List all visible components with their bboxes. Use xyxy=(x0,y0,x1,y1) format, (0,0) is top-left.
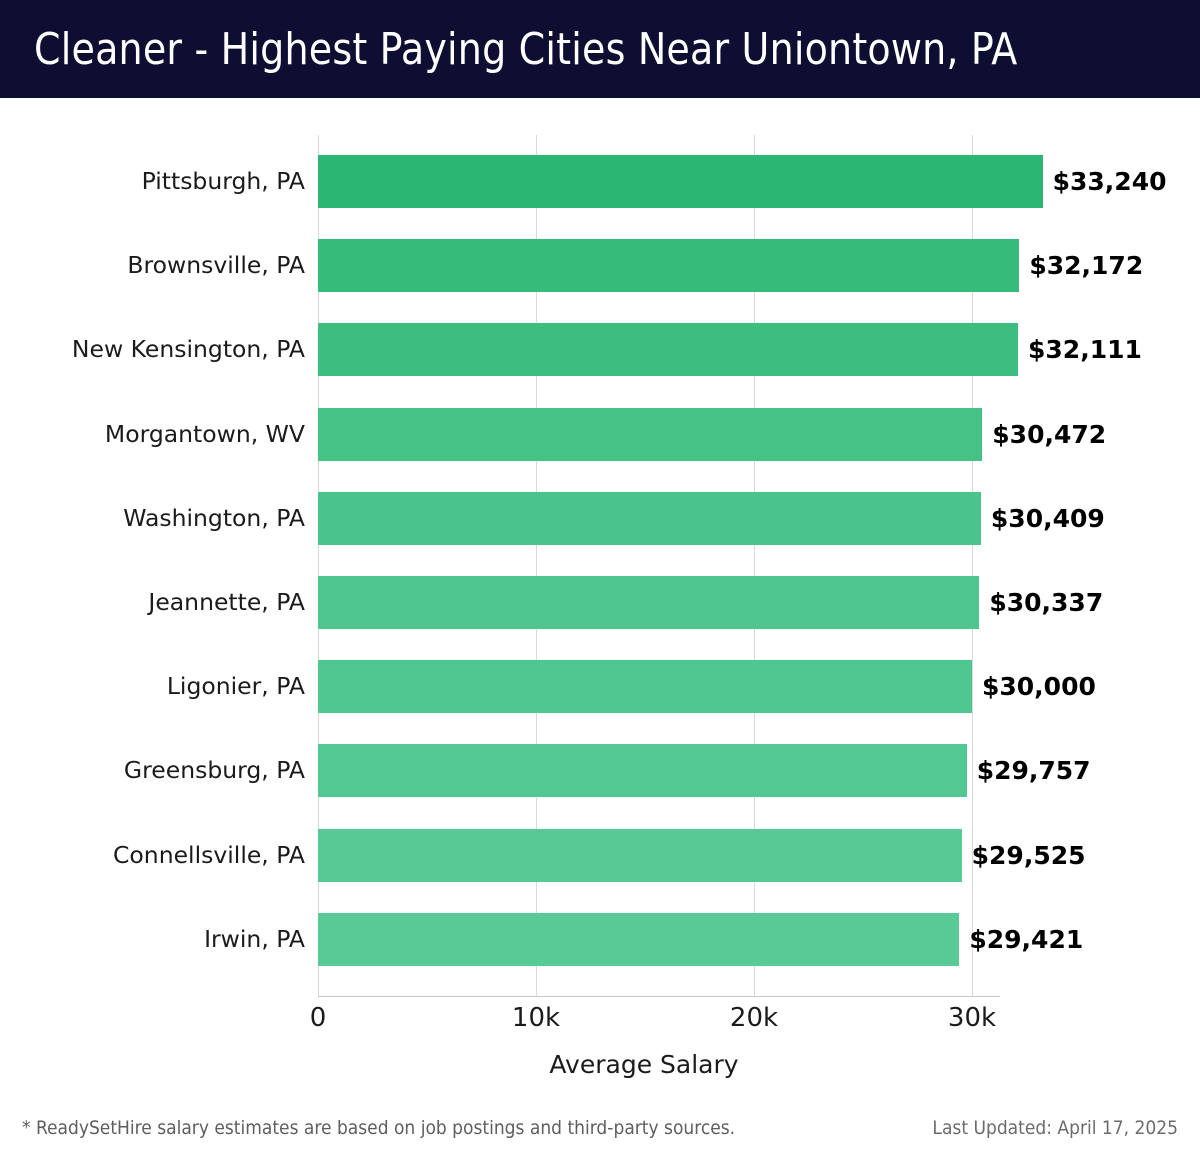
x-axis-title-label: Average Salary xyxy=(549,1050,739,1079)
bar-row: Greensburg, PA $29,757 xyxy=(0,744,1200,798)
category-label: Morgantown, WV xyxy=(104,419,305,448)
bar[interactable] xyxy=(318,912,960,966)
category-label: Connellsville, PA xyxy=(113,840,305,869)
x-tick-label: 30k xyxy=(947,1003,997,1033)
bar-value-label: $30,409 xyxy=(990,503,1105,533)
bar[interactable] xyxy=(318,491,981,545)
footer-disclaimer: * ReadySetHire salary estimates are base… xyxy=(22,1117,736,1139)
category-label: Ligonier, PA xyxy=(166,672,305,701)
bar-row: Brownsville, PA $32,172 xyxy=(0,239,1200,293)
bar-value-label: $32,172 xyxy=(1029,251,1144,281)
bar-value-label: $29,525 xyxy=(971,840,1086,870)
bar-value-label: $29,421 xyxy=(969,924,1084,954)
bar[interactable] xyxy=(318,407,983,461)
category-label: Greensburg, PA xyxy=(123,756,305,785)
bar[interactable] xyxy=(318,155,1043,208)
bar[interactable] xyxy=(318,828,962,882)
page-title: Cleaner - Highest Paying Cities Near Uni… xyxy=(34,23,1018,75)
x-axis-title: Average Salary xyxy=(0,1050,1200,1079)
x-tick-label: 10k xyxy=(511,1003,561,1033)
category-label: Irwin, PA xyxy=(204,924,305,953)
category-label: Brownsville, PA xyxy=(127,251,305,280)
category-label: Jeannette, PA xyxy=(148,588,305,616)
x-tick-label: 0 xyxy=(309,1003,327,1033)
bar-row: Washington, PA $30,409 xyxy=(0,491,1200,545)
bar-value-label: $32,111 xyxy=(1028,335,1142,365)
plot-area: Pittsburgh, PA $33,240 Brownsville, PA $32,… xyxy=(0,98,1200,1158)
bar-value-label: $33,240 xyxy=(1052,167,1167,196)
x-axis-line xyxy=(318,996,1000,997)
bar-row: Connellsville, PA $29,525 xyxy=(0,828,1200,882)
gridline-0 xyxy=(318,135,319,996)
category-label: Washington, PA xyxy=(123,503,305,532)
bar-row: New Kensington, PA $32,111 xyxy=(0,323,1200,377)
gridline-20k xyxy=(754,135,755,996)
bar-row: Irwin, PA $29,421 xyxy=(0,912,1200,966)
bar[interactable] xyxy=(318,239,1020,293)
bar-row: Jeannette, PA $30,337 xyxy=(0,576,1200,629)
bar[interactable] xyxy=(318,660,972,714)
bar-row: Pittsburgh, PA $33,240 xyxy=(0,155,1200,208)
chart-title-bar: Cleaner - Highest Paying Cities Near Uni… xyxy=(0,0,1200,98)
bar[interactable] xyxy=(318,744,967,798)
bar-value-label: $30,472 xyxy=(992,419,1107,449)
x-tick-label: 20k xyxy=(729,1003,779,1033)
gridline-10k xyxy=(536,135,537,996)
chart-canvas: Pittsburgh, PA $33,240 Brownsville, PA $32,… xyxy=(0,98,1200,1158)
bar-row: Morgantown, WV $30,472 xyxy=(0,407,1200,461)
footer-last-updated: Last Updated: April 17, 2025 xyxy=(932,1117,1178,1139)
bar-row: Ligonier, PA $30,000 xyxy=(0,660,1200,714)
bar-value-label: $30,000 xyxy=(982,672,1096,702)
gridline-30k xyxy=(972,135,973,996)
bar-value-label: $30,337 xyxy=(989,588,1104,617)
category-label: New Kensington, PA xyxy=(71,335,305,364)
bar[interactable] xyxy=(318,323,1019,377)
category-label: Pittsburgh, PA xyxy=(141,167,305,195)
bar[interactable] xyxy=(318,576,980,629)
bar-value-label: $29,757 xyxy=(976,756,1091,786)
chart-footer: * ReadySetHire salary estimates are base… xyxy=(0,1098,1200,1158)
